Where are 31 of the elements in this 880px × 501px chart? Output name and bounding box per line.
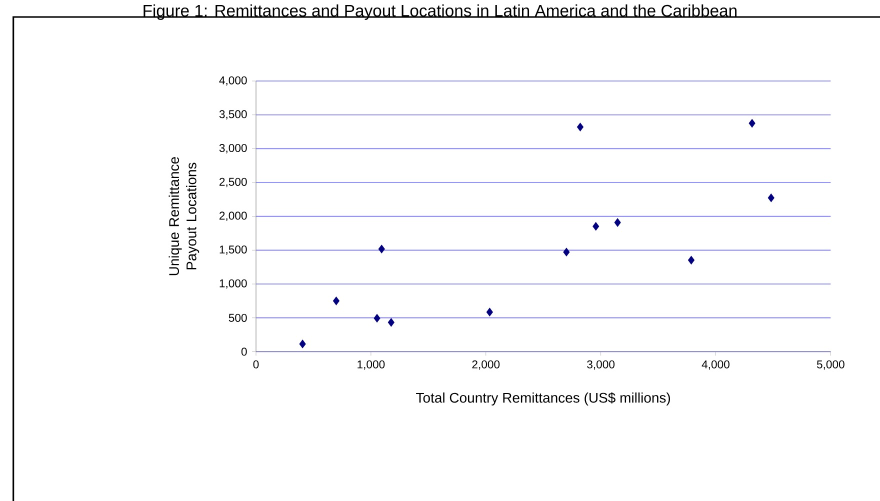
y-tick-label: 3,000 <box>219 144 247 154</box>
x-tick-label: 2,000 <box>472 360 500 370</box>
point <box>332 296 340 306</box>
x-tick-label: 1,000 <box>358 360 385 370</box>
y-tick-label: 500 <box>228 314 247 322</box>
point <box>378 244 385 254</box>
point <box>614 218 621 227</box>
x-tick-label: 3,000 <box>587 360 615 370</box>
point <box>688 256 695 264</box>
point <box>299 340 306 348</box>
x-axis-title: Total Country Remittances (US$ millions) <box>416 392 670 406</box>
y-tick-label: 4,000 <box>219 76 247 86</box>
y-axis-title: Unique Remittance Payout Locations <box>168 157 200 276</box>
x-tick-label: 4,000 <box>702 360 730 370</box>
y-tick-label: 2,000 <box>220 212 247 222</box>
x-tick-label: 0 <box>253 360 259 368</box>
point <box>486 308 493 316</box>
y-tick-label: 1,500 <box>220 245 247 255</box>
x-tick-label: 5,000 <box>816 360 844 370</box>
point <box>748 119 756 128</box>
point <box>592 222 600 231</box>
y-tick-label: 0 <box>241 348 247 356</box>
point <box>388 318 394 327</box>
point <box>768 194 774 202</box>
y-tick-label: 3,500 <box>219 110 247 120</box>
y-tick-label: 1,000 <box>220 279 247 289</box>
point <box>576 122 584 132</box>
y-tick-label: 2,500 <box>220 178 247 188</box>
point <box>563 248 570 256</box>
point <box>374 314 380 323</box>
chart-title: Figure 1: Remittances and Payout Locations in Latin America and the Caribbean <box>144 4 737 20</box>
